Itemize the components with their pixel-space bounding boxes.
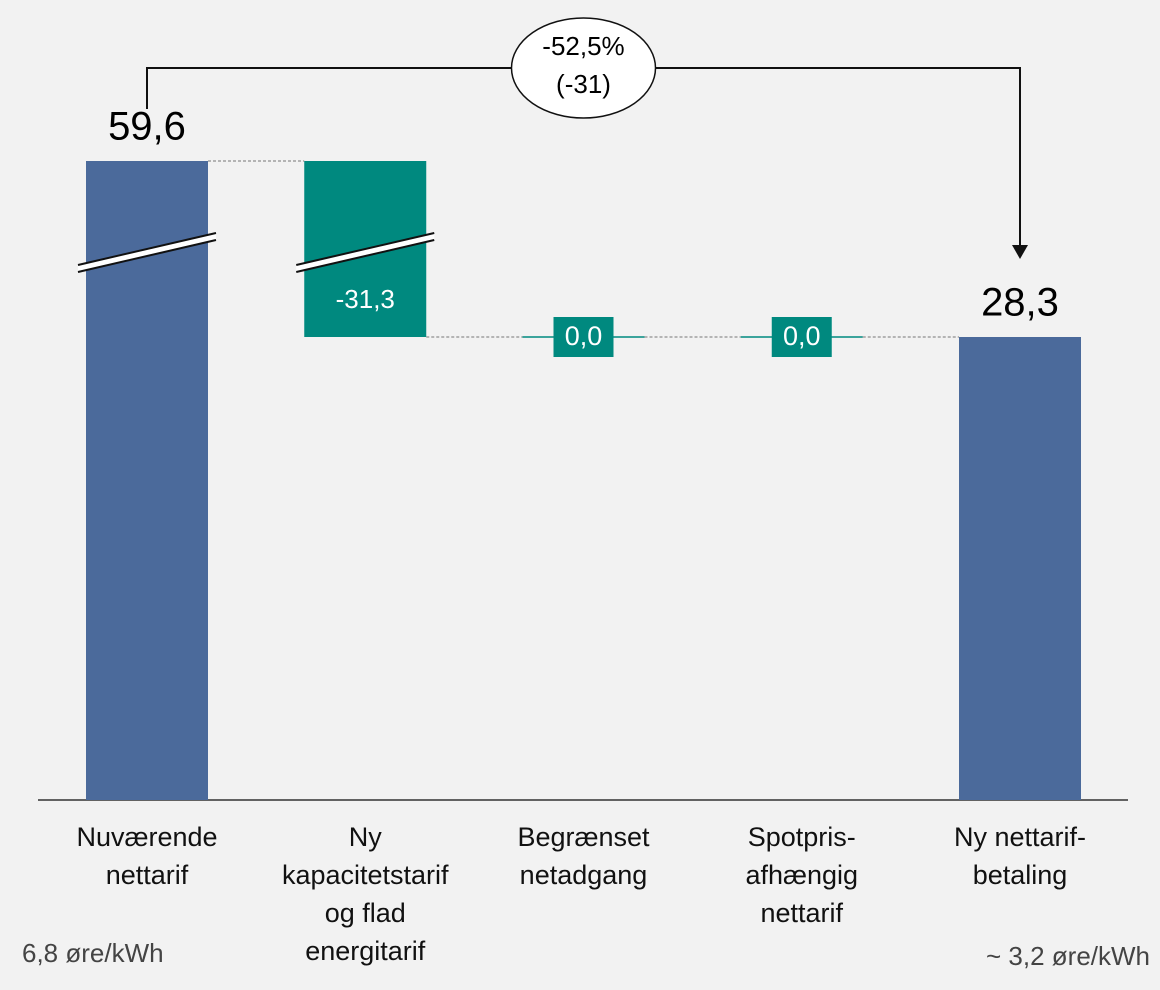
value-label: -31,3 bbox=[336, 284, 395, 314]
annotation-arrow bbox=[1012, 245, 1028, 259]
value-label-box bbox=[553, 317, 614, 357]
note-right: ~ 3,2 øre/kWh bbox=[986, 941, 1150, 971]
axis-break bbox=[78, 233, 216, 272]
note-left: 6,8 øre/kWh bbox=[22, 938, 164, 968]
category-label: Ny nettarif-betaling bbox=[953, 822, 1087, 890]
value-label: 0,0 bbox=[565, 321, 603, 351]
category-label: Ny kapacitetstarif og flad energitarif bbox=[281, 822, 449, 966]
axis-break-line bbox=[296, 232, 435, 266]
axis-break bbox=[296, 233, 435, 272]
annotation-bubble bbox=[510, 17, 657, 119]
category-label: Nuværende nettarif bbox=[76, 822, 218, 890]
bar bbox=[959, 337, 1081, 800]
category-label: Begrænset netadgang bbox=[517, 822, 650, 890]
axis-break-line bbox=[296, 239, 435, 273]
annotation: -52,5% bbox=[542, 31, 624, 61]
axis-break-line bbox=[77, 232, 217, 266]
axis-break-line bbox=[77, 239, 217, 273]
value-label-box bbox=[771, 317, 832, 357]
category-label: Spotpris-afhængig nettarif bbox=[745, 822, 859, 928]
value-label: 59,6 bbox=[108, 105, 186, 149]
value-label: 28,3 bbox=[981, 281, 1059, 325]
value-label: 0,0 bbox=[783, 321, 821, 351]
bar bbox=[86, 161, 208, 800]
annotation: (-31) bbox=[556, 69, 611, 99]
